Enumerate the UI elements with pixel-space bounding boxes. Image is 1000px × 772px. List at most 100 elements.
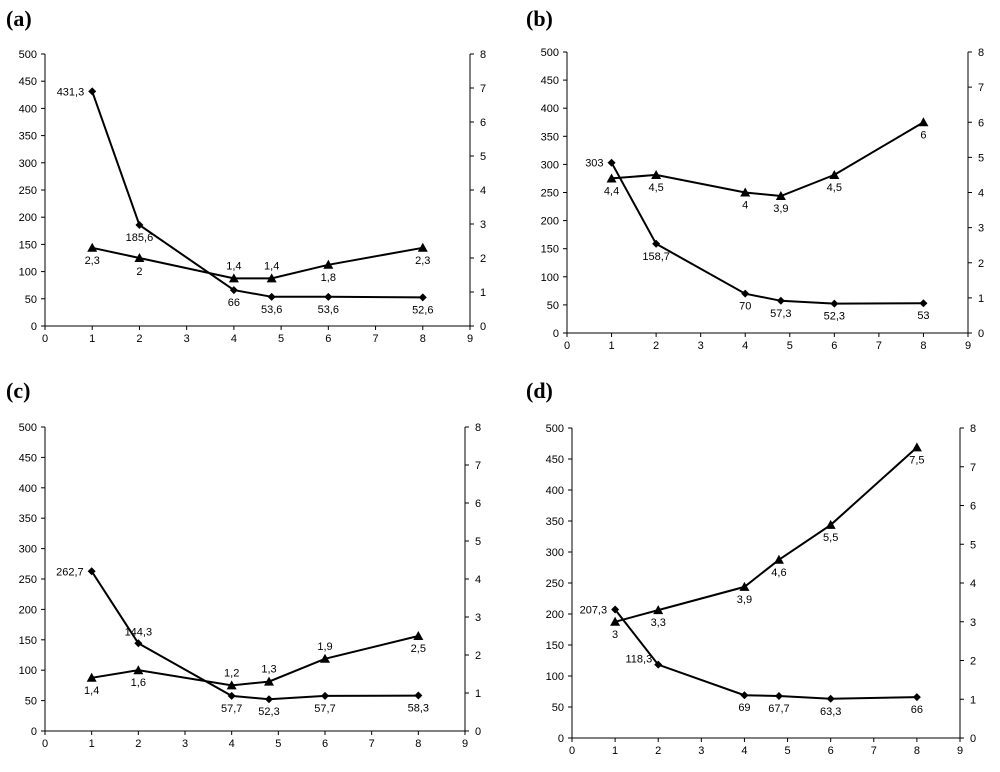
data-point-triangle [610,616,621,626]
y-right-tick-label: 8 [475,422,481,434]
y-left-tick-label: 0 [558,733,564,745]
data-label: 53,6 [261,304,282,316]
data-point-diamond [414,691,423,700]
panel-label: (d) [526,378,553,403]
y-left-tick-label: 50 [552,702,564,714]
y-left-tick-label: 100 [19,665,37,677]
data-point-diamond [229,286,238,295]
x-tick-label: 6 [831,340,837,352]
chart-svg: 0 1 2 3 4 5 6 7 8 9050100150200250300350400450500… [19,422,481,750]
x-tick-label: 7 [876,340,882,352]
data-point-triangle [413,631,424,640]
y-right-tick-label: 7 [970,462,976,474]
chart-svg: 0 1 2 3 4 5 6 7 8 9050100150200250300350400450500… [546,423,976,757]
data-point-diamond [826,694,835,703]
y-left-tick-label: 350 [541,131,559,143]
panel-label: (c) [6,378,31,403]
y-left-tick-label: 200 [541,216,559,228]
data-point-diamond [134,639,143,648]
y-left-tick-label: 0 [553,328,559,340]
chart-panel-c: (c) 0 1 2 3 4 5 6 7 8 9 0 50 100 150 200 250 300 350 400 45… [0,380,500,772]
y-right-tick-label: 8 [978,47,984,59]
y-right-tick-label: 1 [480,287,486,299]
data-label: 207,3 [580,604,608,616]
y-right-tick-label: 5 [475,536,481,548]
y-left-tick-label: 500 [541,47,559,59]
x-tick-label: 6 [325,333,331,345]
y-left-tick-label: 400 [19,103,37,115]
y-left-tick-label: 450 [19,452,37,464]
data-label: 4,4 [604,185,619,197]
data-point-triangle [829,169,840,179]
data-label: 3 [612,629,618,641]
data-point-diamond [227,691,236,700]
data-label: 52,3 [258,706,279,718]
y-right-tick-label: 2 [970,656,976,668]
x-tick-label: 0 [42,738,48,750]
y-right-tick-label: 5 [480,151,486,163]
x-tick-label: 1 [89,333,95,345]
data-label: 7,5 [909,454,924,466]
x-tick-label: 8 [420,333,426,345]
y-right-tick-label: 2 [978,258,984,270]
y-left-tick-label: 350 [546,516,564,528]
data-label: 144,3 [125,626,153,638]
y-left-tick-label: 250 [546,578,564,590]
y-left-tick-label: 200 [19,212,37,224]
data-point-triangle [86,672,97,682]
y-right-tick-label: 7 [475,460,481,472]
data-point-diamond [611,605,620,614]
data-point-triangle [226,680,237,690]
y-left-tick-label: 50 [25,696,37,708]
data-label: 63,3 [820,706,841,718]
series-line-triangle [611,121,924,198]
data-label: 1,2 [224,667,239,679]
data-point-diamond [324,292,333,301]
data-label: 303 [585,158,603,170]
y-right-tick-label: 0 [978,328,984,340]
y-right-tick-label: 7 [480,83,486,95]
y-right-tick-label: 3 [480,219,486,231]
y-right-tick-label: 6 [970,501,976,513]
x-tick-label: 2 [655,745,661,757]
y-right-tick-label: 4 [475,574,481,586]
series-line-triangle [614,446,918,623]
y-left-tick-label: 500 [546,423,564,435]
y-right-tick-label: 5 [978,152,984,164]
y-left-tick-label: 400 [541,103,559,115]
chart-svg: 0 1 2 3 4 5 6 7 8 9050100150200250300350400450500… [541,47,984,352]
data-point-diamond [607,158,616,167]
x-tick-label: 1 [89,738,95,750]
x-tick-label: 1 [608,340,614,352]
series-line-diamond [91,91,423,299]
y-right-tick-label: 6 [475,498,481,510]
data-point-triangle [87,242,98,252]
data-point-diamond [267,292,276,301]
y-left-tick-label: 450 [19,76,37,88]
data-point-diamond [830,299,839,308]
data-label: 185,6 [126,232,154,244]
data-label: 57,7 [314,703,335,715]
y-left-tick-label: 0 [31,321,37,333]
data-point-diamond [741,289,750,298]
data-label: 4,5 [827,182,842,194]
data-point-triangle [825,519,836,529]
x-tick-label: 4 [742,340,748,352]
data-label: 1,3 [261,664,276,676]
x-tick-label: 9 [965,340,971,352]
y-left-tick-label: 150 [19,239,37,251]
data-label: 2 [136,266,142,278]
y-left-tick-label: 500 [19,422,37,434]
x-tick-label: 8 [920,340,926,352]
series-line-diamond [90,570,419,701]
data-label: 52,6 [412,304,433,316]
data-point-triangle [911,442,922,452]
x-tick-label: 5 [784,745,790,757]
data-point-triangle [228,273,239,283]
data-point-triangle [775,191,786,201]
y-right-tick-label: 6 [480,117,486,129]
data-label: 52,3 [824,311,845,323]
data-point-diamond [652,239,661,248]
data-label: 2,3 [85,255,100,267]
y-left-tick-label: 400 [546,485,564,497]
